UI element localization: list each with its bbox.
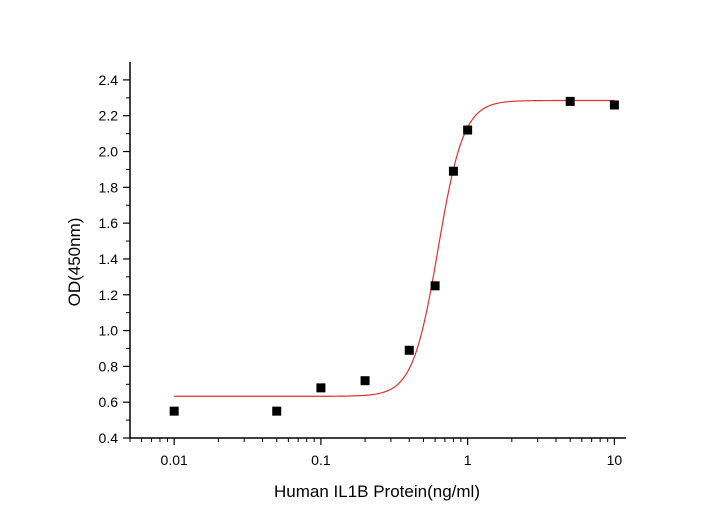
- data-point: [448, 166, 458, 176]
- fit-curve-layer: [174, 99, 615, 397]
- x-tick-label: 0.01: [161, 452, 188, 468]
- fit-curve: [174, 99, 615, 397]
- y-tick-label: 1.8: [99, 179, 119, 195]
- data-point: [463, 125, 473, 135]
- y-tick-label: 0.6: [99, 394, 119, 410]
- x-axis-label: Human IL1B Protein(ng/ml): [274, 482, 480, 501]
- y-tick-label: 1.0: [99, 323, 119, 339]
- data-point: [169, 406, 179, 416]
- data-point: [272, 406, 282, 416]
- data-points: [169, 96, 619, 416]
- y-tick-label: 1.6: [99, 215, 119, 231]
- data-point: [609, 100, 619, 110]
- y-tick-label: 2.0: [99, 144, 119, 160]
- y-tick-label: 1.2: [99, 287, 119, 303]
- data-point: [565, 96, 575, 106]
- data-point: [316, 383, 326, 393]
- data-point: [430, 281, 440, 291]
- x-tick-label: 0.1: [311, 452, 331, 468]
- y-tick-label: 1.4: [99, 251, 119, 267]
- y-tick-label: 2.2: [99, 108, 119, 124]
- y-tick-label: 0.4: [99, 430, 119, 446]
- x-tick-label: 10: [607, 452, 623, 468]
- axes: [129, 62, 626, 439]
- y-axis-label: OD(450nm): [65, 218, 84, 307]
- y-tick-label: 2.4: [99, 72, 119, 88]
- data-point: [404, 345, 414, 355]
- x-tick-label: 1: [464, 452, 472, 468]
- y-tick-label: 0.8: [99, 358, 119, 374]
- data-point: [360, 376, 370, 386]
- ticks: 0.4 0.6 0.8 1.0 1.2 1.4 1.6 1.8 2.0 2.2 2.4 0.01 0.1…: [99, 72, 623, 468]
